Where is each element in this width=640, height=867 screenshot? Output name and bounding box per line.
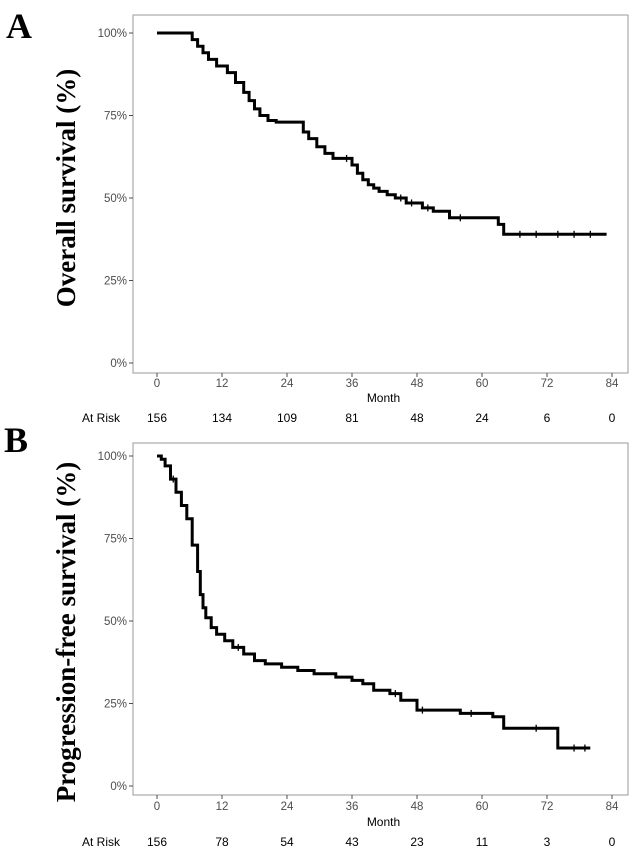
at-risk-count: 6 (544, 411, 551, 425)
at-risk-count: 109 (277, 411, 297, 425)
x-tick-label: 84 (606, 378, 619, 390)
x-tick-label: 24 (281, 801, 294, 813)
censor-mark (570, 230, 578, 238)
panel-a: A0%25%50%75%100%0 12 24 36 48 60 72 84MonthOver… (6, 6, 629, 425)
at-risk-count: 54 (280, 835, 294, 849)
at-risk-count: 134 (212, 411, 232, 425)
censor-mark (397, 194, 405, 202)
x-tick-label: 24 (281, 378, 294, 390)
x-tick-label: 36 (346, 378, 359, 390)
x-tick-label: 72 (541, 801, 554, 813)
censor-mark (554, 230, 562, 238)
censor-mark (391, 690, 399, 698)
x-tick-label: 48 (411, 801, 424, 813)
at-risk-count: 3 (544, 835, 551, 849)
plot-frame (132, 14, 629, 374)
x-tick-label: 72 (541, 378, 554, 390)
x-tick-label: 0 (154, 801, 160, 813)
at-risk-count: 11 (476, 835, 489, 849)
x-tick-label: 48 (411, 378, 424, 390)
y-tick-label: 25% (104, 276, 127, 288)
at-risk-count: 24 (475, 411, 489, 425)
censor-mark (343, 154, 351, 162)
y-axis-label: Progression-free survival (%) (51, 462, 81, 802)
plot-frame (132, 442, 629, 796)
censor-mark (570, 744, 578, 752)
y-tick-label: 50% (104, 616, 127, 628)
at-risk-count: 81 (345, 411, 359, 425)
at-risk-count: 48 (410, 411, 424, 425)
x-tick-label: 84 (606, 801, 619, 813)
censor-mark (516, 230, 524, 238)
x-axis-label: Month (367, 391, 400, 405)
survival-curve (157, 454, 591, 750)
y-tick-label: 0% (110, 358, 127, 370)
censor-mark (424, 204, 432, 212)
survival-curve (157, 31, 607, 236)
censor-mark (418, 706, 426, 714)
x-tick-label: 12 (216, 378, 229, 390)
y-tick-label: 100% (98, 451, 127, 463)
at-risk-count: 23 (410, 835, 424, 849)
censor-mark (532, 230, 540, 238)
censor-mark (408, 199, 416, 207)
x-axis-label: Month (367, 815, 400, 829)
censor-mark (467, 709, 475, 717)
panel-b: B 0% 25% 50% 75% 100% 0 12 24 36 48 60 72 84 Month Prog… (4, 420, 629, 849)
censor-mark (586, 230, 594, 238)
x-tick-label: 60 (476, 378, 489, 390)
at-risk-count: 156 (147, 411, 167, 425)
x-tick-label: 60 (476, 801, 489, 813)
y-axis-label: Overall survival (%) (51, 69, 81, 307)
at-risk-label: At Risk (82, 411, 121, 425)
y-tick-label: 50% (104, 193, 127, 205)
y-tick-label: 75% (104, 111, 127, 123)
censor-mark (456, 214, 464, 222)
panel-letter: A (6, 6, 32, 46)
y-tick-label: 0% (110, 781, 127, 793)
panel-letter: B (4, 420, 28, 460)
x-tick-label: 0 (154, 378, 160, 390)
y-tick-label: 75% (104, 534, 127, 546)
x-tick-label: 36 (346, 801, 359, 813)
at-risk-count: 156 (147, 835, 167, 849)
censor-mark (234, 643, 242, 651)
censor-mark (581, 744, 589, 752)
at-risk-count: 78 (215, 835, 229, 849)
x-tick-label: 12 (216, 801, 229, 813)
at-risk-label: At Risk (82, 835, 121, 849)
censor-mark (532, 724, 540, 732)
at-risk-count: 0 (609, 411, 616, 425)
y-tick-label: 25% (104, 699, 127, 711)
y-tick-label: 100% (98, 28, 127, 40)
censor-mark (169, 475, 177, 483)
at-risk-count: 0 (609, 835, 616, 849)
at-risk-count: 43 (345, 835, 359, 849)
